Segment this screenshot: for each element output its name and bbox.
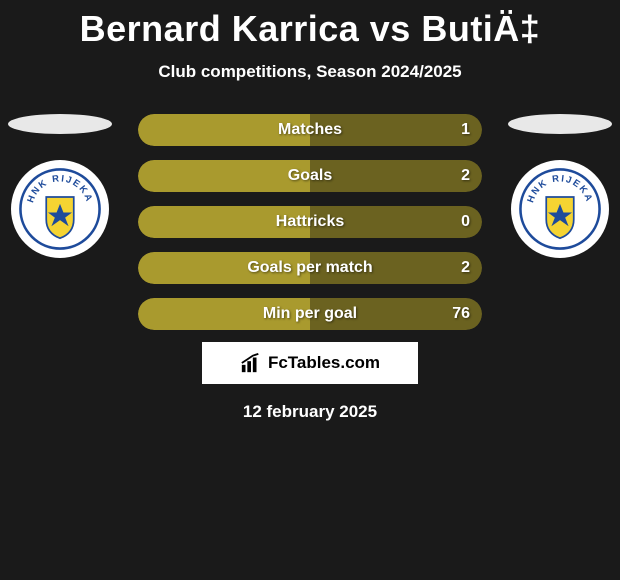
stat-label: Matches bbox=[278, 121, 342, 139]
stat-value-right: 2 bbox=[461, 167, 470, 185]
chart-icon bbox=[240, 352, 262, 374]
player-right-column: HNK RIJEKA bbox=[508, 114, 612, 258]
page-title: Bernard Karrica vs ButiÄ‡ bbox=[0, 0, 620, 50]
stat-bar-left-fill bbox=[138, 160, 310, 192]
stats-area: HNK RIJEKA HNK RIJEKA Matches 1 Goals bbox=[0, 114, 620, 334]
rijeka-crest-icon: HNK RIJEKA bbox=[17, 166, 103, 252]
stat-value-right: 2 bbox=[461, 259, 470, 277]
stat-label: Hattricks bbox=[276, 213, 344, 231]
rijeka-crest-icon: HNK RIJEKA bbox=[517, 166, 603, 252]
stat-value-right: 1 bbox=[461, 121, 470, 139]
stat-bars: Matches 1 Goals 2 Hattricks 0 Goals per match 2… bbox=[138, 114, 482, 344]
brand-text: FcTables.com bbox=[268, 353, 380, 373]
stat-bar-row: Matches 1 bbox=[138, 114, 482, 146]
stat-bar-row: Goals per match 2 bbox=[138, 252, 482, 284]
stat-bar-right-fill bbox=[310, 160, 482, 192]
club-badge-right: HNK RIJEKA bbox=[511, 160, 609, 258]
player-left-column: HNK RIJEKA bbox=[8, 114, 112, 258]
stat-label: Goals bbox=[288, 167, 332, 185]
stat-value-right: 76 bbox=[452, 305, 470, 323]
player-left-avatar-placeholder bbox=[8, 114, 112, 134]
stat-bar-row: Min per goal 76 bbox=[138, 298, 482, 330]
subtitle: Club competitions, Season 2024/2025 bbox=[0, 62, 620, 82]
stat-label: Goals per match bbox=[247, 259, 372, 277]
brand-box[interactable]: FcTables.com bbox=[202, 342, 418, 384]
player-right-avatar-placeholder bbox=[508, 114, 612, 134]
club-badge-left: HNK RIJEKA bbox=[11, 160, 109, 258]
stat-label: Min per goal bbox=[263, 305, 357, 323]
date-text: 12 february 2025 bbox=[0, 402, 620, 422]
stat-bar-row: Hattricks 0 bbox=[138, 206, 482, 238]
stat-value-right: 0 bbox=[461, 213, 470, 231]
stat-bar-row: Goals 2 bbox=[138, 160, 482, 192]
